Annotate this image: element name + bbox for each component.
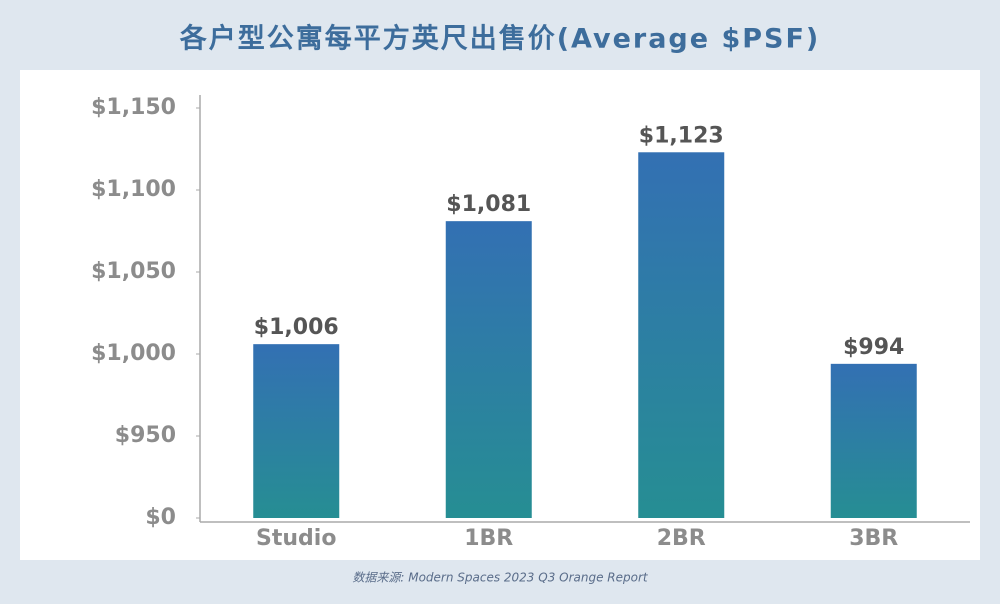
bar <box>253 344 340 518</box>
bar <box>830 363 917 518</box>
data-label: $1,123 <box>639 123 724 148</box>
data-label: $1,006 <box>254 315 339 340</box>
chart-title: 各户型公寓每平方英尺出售价(Average $PSF) <box>179 23 821 55</box>
x-tick-label: 3BR <box>849 526 898 551</box>
source-note: 数据来源: Modern Spaces 2023 Q3 Orange Repor… <box>352 571 649 585</box>
data-label: $994 <box>843 335 904 360</box>
y-tick-label: $0 <box>145 505 176 530</box>
bar <box>638 152 725 518</box>
y-tick-label: $1,050 <box>91 259 176 284</box>
bar <box>445 221 532 518</box>
x-tick-label: 1BR <box>464 526 513 551</box>
data-label: $1,081 <box>446 192 531 217</box>
y-tick-label: $950 <box>115 423 176 448</box>
y-tick-label: $1,100 <box>91 177 176 202</box>
x-tick-label: 2BR <box>657 526 706 551</box>
x-tick-label: Studio <box>256 526 336 551</box>
y-tick-label: $1,150 <box>91 95 176 120</box>
y-tick-label: $1,000 <box>91 341 176 366</box>
